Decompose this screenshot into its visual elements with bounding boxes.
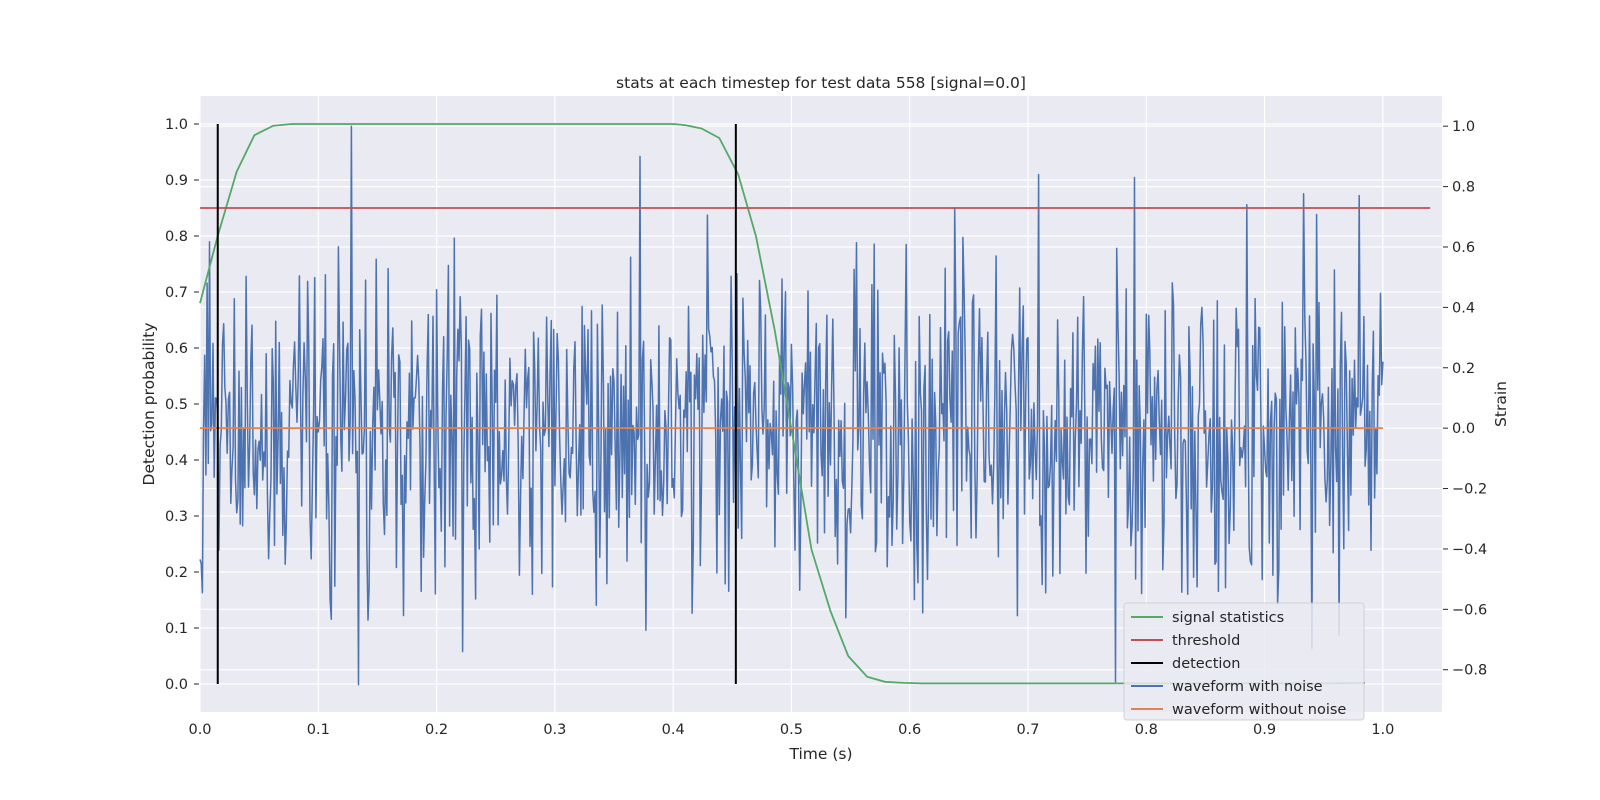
x-tick-label: 0.7 (1016, 722, 1039, 738)
y-tick-label: 0.6 (165, 341, 188, 357)
y-tick-label: 0.2 (165, 565, 188, 581)
y-right-tick-label: 0.0 (1452, 421, 1475, 437)
legend-label-waveform-with-noise: waveform with noise (1172, 679, 1323, 695)
y-tick-label: 0.1 (165, 621, 188, 637)
y-right-tick-label: −0.8 (1452, 663, 1487, 679)
legend-label-threshold: threshold (1172, 633, 1240, 649)
legend: signal statistics threshold detection wa… (1123, 602, 1365, 721)
y-tick-label: 0.9 (165, 173, 188, 189)
legend-label-signal-statistics: signal statistics (1172, 610, 1284, 626)
y-right-tick-label: 1.0 (1452, 119, 1475, 135)
x-tick-label: 1.0 (1371, 722, 1394, 738)
y-right-tick-label: −0.6 (1452, 602, 1487, 618)
y-right-tick-label: −0.4 (1452, 542, 1487, 558)
y-tick-label: 0.8 (165, 229, 188, 245)
y-right-tick-label: 0.6 (1452, 240, 1475, 256)
x-tick-label: 0.3 (543, 722, 566, 738)
y-tick-label: 0.4 (165, 453, 188, 469)
series-signal-statistics (199, 123, 1366, 685)
x-tick-label: 0.4 (662, 722, 685, 738)
legend-box (1123, 602, 1365, 721)
x-tick-label: 0.6 (898, 722, 921, 738)
y-right-tick-label: 0.4 (1452, 300, 1475, 316)
chart-title: stats at each timestep for test data 558… (616, 74, 1026, 92)
y-axis-label: Detection probability (140, 323, 158, 486)
x-tick-label: 0.1 (307, 722, 330, 738)
y-right-axis-label: Strain (1492, 381, 1510, 427)
series-waveform-with-noise (199, 125, 1384, 686)
x-axis-label: Time (s) (788, 745, 852, 763)
y-tick-label: 0.3 (165, 509, 188, 525)
y-right-tick-label: 0.2 (1452, 361, 1475, 377)
y-right-tick-label: 0.8 (1452, 180, 1475, 196)
y-tick-label: 0.5 (165, 397, 188, 413)
y-tick-label: 0.7 (165, 285, 188, 301)
y-right-tick-label: −0.2 (1452, 482, 1487, 498)
grid-lines (199, 96, 1442, 712)
legend-label-detection: detection (1172, 656, 1240, 672)
x-tick-label: 0.9 (1253, 722, 1276, 738)
x-tick-label: 0.8 (1135, 722, 1158, 738)
y-tick-label: 1.0 (165, 117, 188, 133)
series-layer (199, 123, 1431, 686)
x-tick-label: 0.0 (188, 722, 211, 738)
tick-labels: 0.0 0.1 0.2 0.3 0.4 0.5 0.6 0.7 0.8 0.9 1.0 0.0 0.1 0… (165, 117, 1487, 738)
legend-label-waveform-without-noise: waveform without noise (1172, 702, 1346, 718)
x-tick-label: 0.5 (780, 722, 803, 738)
y-tick-label: 0.0 (165, 677, 188, 693)
x-tick-label: 0.2 (425, 722, 448, 738)
